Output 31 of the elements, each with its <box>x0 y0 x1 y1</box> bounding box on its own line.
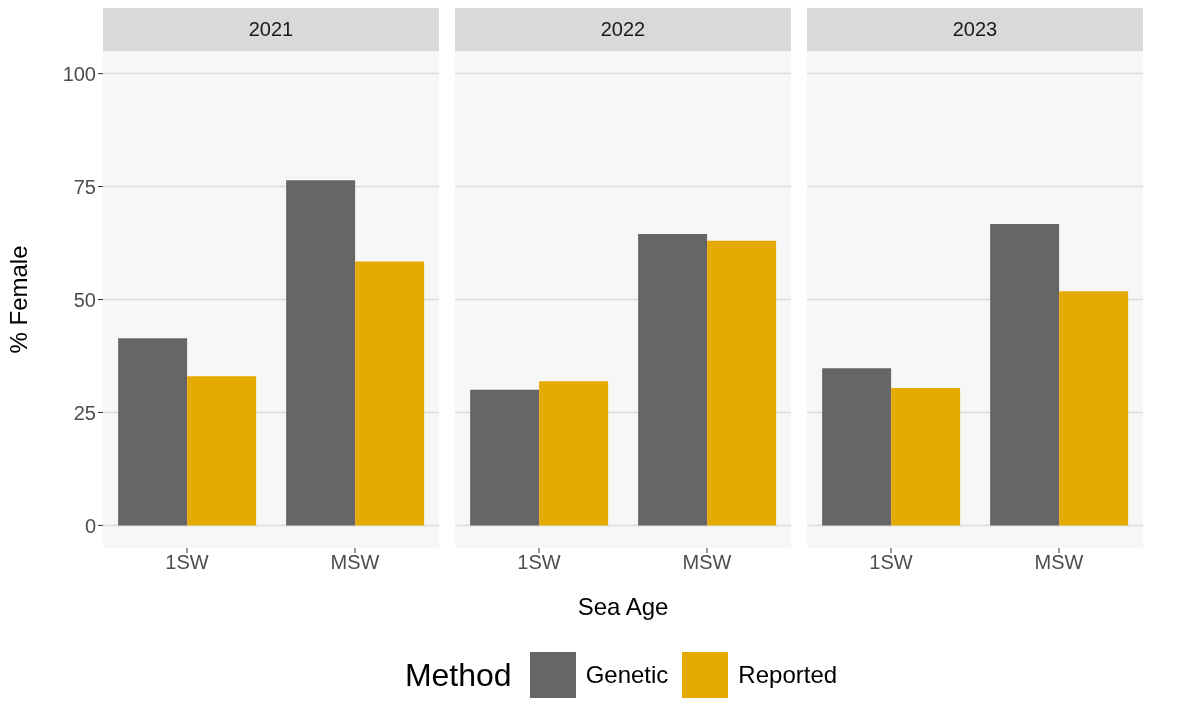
bar <box>470 389 540 526</box>
y-tick-label: 75 <box>73 175 96 198</box>
bar <box>118 338 188 526</box>
y-tick-label: 0 <box>84 514 96 537</box>
legend-title: Method <box>404 656 512 694</box>
bar <box>1059 291 1129 526</box>
x-axis-title: Sea Age <box>577 593 669 621</box>
chart-title: 2023 <box>807 8 1143 51</box>
x-tick-label: 1SW <box>869 551 913 574</box>
bar <box>990 224 1060 526</box>
bar <box>286 180 356 526</box>
bar <box>638 233 708 526</box>
x-tick-label: MSW <box>1034 551 1084 574</box>
chart-title: 2021 <box>103 8 439 51</box>
x-tick-label: 1SW <box>165 551 209 574</box>
bar <box>355 261 425 526</box>
bar <box>822 368 892 526</box>
bar <box>891 388 961 526</box>
y-tick-label: 100 <box>62 62 96 85</box>
x-tick-label: 1SW <box>517 551 561 574</box>
legend-label: Reported <box>738 661 838 689</box>
y-tick-label: 25 <box>73 401 96 424</box>
chart-title: 2022 <box>455 8 791 51</box>
bar <box>539 381 609 526</box>
bar <box>707 240 777 526</box>
y-tick-label: 50 <box>73 288 96 311</box>
x-tick-label: MSW <box>330 551 380 574</box>
y-axis-title: % Female <box>4 245 32 354</box>
legend-label: Genetic <box>585 661 669 689</box>
bar <box>187 376 257 526</box>
x-tick-label: MSW <box>682 551 732 574</box>
